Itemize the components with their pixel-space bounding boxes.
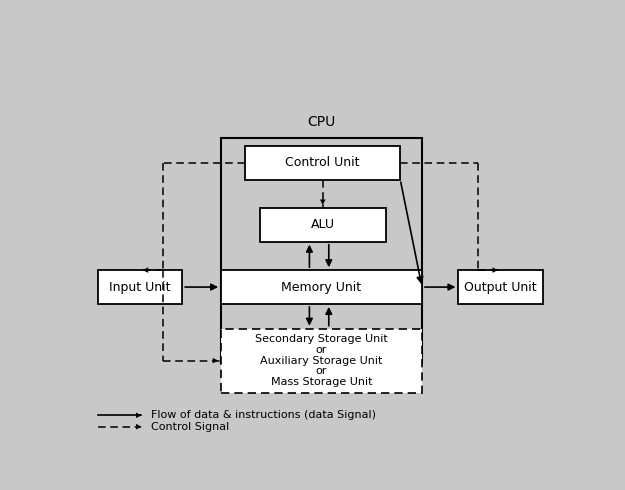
Bar [221,270,422,304]
Text: Output Unit: Output Unit [464,281,537,294]
Text: Control Signal: Control Signal [151,422,229,432]
Bar [458,270,543,304]
Text: CPU: CPU [308,115,336,128]
Text: Secondary Storage Unit: Secondary Storage Unit [255,334,388,344]
Text: or: or [316,345,328,355]
Bar [221,138,422,363]
Text: Auxiliary Storage Unit: Auxiliary Storage Unit [261,356,382,366]
Text: Input Unit: Input Unit [109,281,171,294]
Bar [260,208,386,242]
Text: ALU: ALU [311,219,335,231]
Bar [245,146,400,179]
Text: Control Unit: Control Unit [286,156,360,169]
Bar [98,270,182,304]
Bar [221,329,422,392]
Text: Flow of data & instructions (data Signal): Flow of data & instructions (data Signal… [151,410,376,420]
Text: or: or [316,367,328,376]
Text: Mass Storage Unit: Mass Storage Unit [271,377,372,387]
Text: Memory Unit: Memory Unit [281,281,362,294]
